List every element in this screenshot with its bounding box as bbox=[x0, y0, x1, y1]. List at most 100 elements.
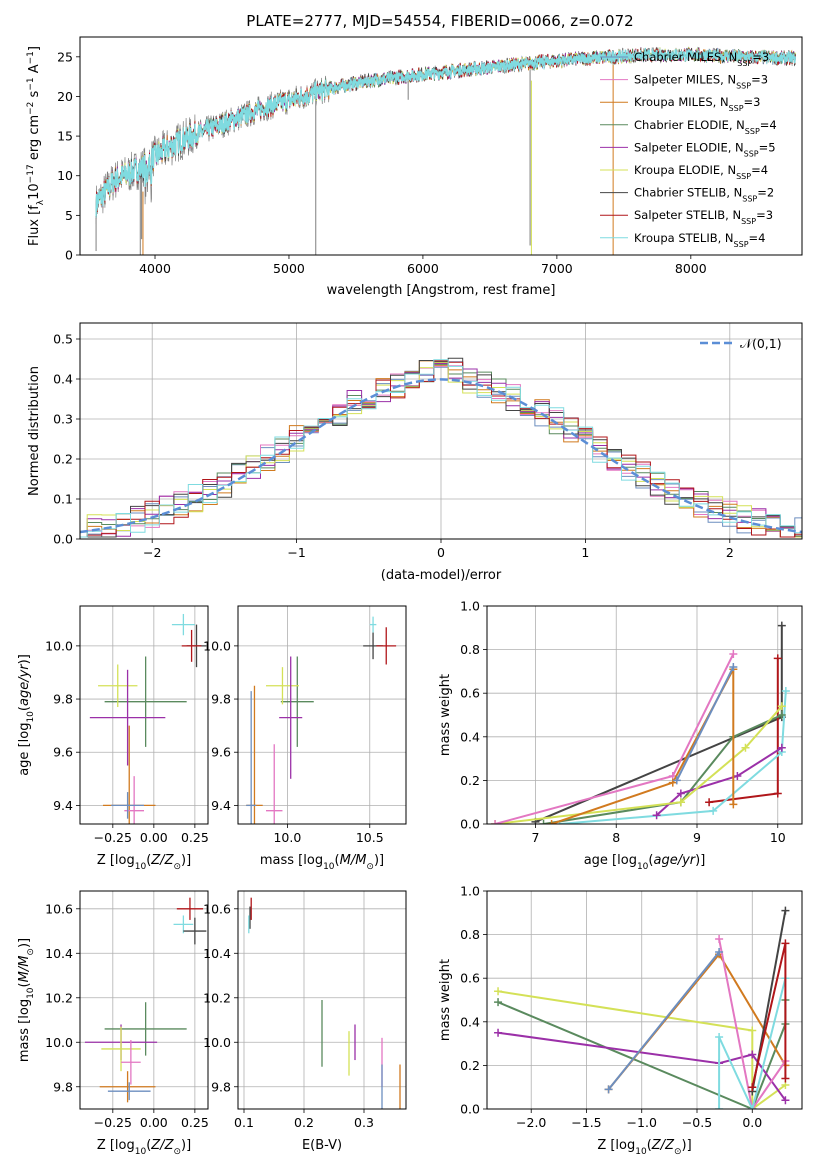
y-tick-label: 10.6 bbox=[45, 901, 73, 916]
weight-marker bbox=[668, 778, 677, 787]
normal-distribution-curve bbox=[80, 378, 802, 534]
error-bar-salpeter-stelib bbox=[376, 627, 397, 665]
weight-line-chabrier-stelib bbox=[531, 621, 786, 824]
weight-marker bbox=[773, 654, 782, 663]
massweight-vs-Z-panel: −2.0 −1.5 −1.0 −0.5 0.0 0.0 0.2 0.4 0.6 0.8 1.0 Z [… bbox=[438, 884, 803, 1157]
y-tick-label: 15 bbox=[57, 129, 73, 144]
x-tick-label: 1 bbox=[581, 545, 589, 560]
x-tick-label: 0.2 bbox=[294, 1115, 314, 1130]
weight-marker bbox=[672, 776, 681, 785]
error-bar-chabrier-elodie bbox=[104, 1002, 187, 1056]
weight-marker bbox=[777, 702, 786, 711]
weight-marker bbox=[781, 939, 790, 948]
error-bar-kroupa-stelib bbox=[171, 613, 195, 636]
x-tick-label: 0 bbox=[437, 545, 445, 560]
y-tick-label: 0.6 bbox=[460, 686, 480, 701]
error-bar-chabrier-stelib bbox=[183, 917, 207, 945]
legend-entry: Kroupa STELIB, NSSP=4 bbox=[634, 231, 765, 249]
histogram-salpeter-elodie bbox=[80, 363, 802, 538]
error-bar-kroupa-elodie bbox=[266, 667, 299, 705]
y-axis-label: mass [log10(M/M⊙)] bbox=[17, 938, 36, 1062]
axes-frame bbox=[486, 890, 803, 1110]
x-tick-label: −1 bbox=[287, 545, 305, 560]
y-tick-label: 0.2 bbox=[53, 452, 73, 467]
legend-entry: Salpeter STELIB, NSSP=3 bbox=[634, 208, 773, 226]
error-bar-kroupa-miles bbox=[99, 1071, 156, 1103]
y-tick-label: 9.6 bbox=[53, 745, 73, 760]
legend-entry: Chabrier MILES, NSSP=3 bbox=[634, 50, 769, 68]
error-bar-salpeter-elodie bbox=[89, 669, 166, 766]
weight-line-salpeter-elodie bbox=[494, 1028, 790, 1105]
weight-marker bbox=[777, 621, 786, 630]
residuals-panel: −2 −1 0 1 2 0.0 0.1 0.2 0.3 0.4 0.5 (data-model)/er… bbox=[27, 322, 803, 583]
spectrum-panel: 4000 5000 6000 7000 8000 0 5 10 15 20 25 wavelength… bbox=[26, 36, 803, 298]
weight-marker bbox=[748, 1050, 757, 1059]
legend-entry: 𝒩(0,1) bbox=[740, 336, 782, 351]
error-bar-salpeter-elodie bbox=[279, 656, 303, 779]
x-tick-label: 0.1 bbox=[234, 1115, 254, 1130]
x-tick-label: 0.3 bbox=[354, 1115, 374, 1130]
axes-frame bbox=[79, 890, 209, 1110]
weight-line-salpeter-miles bbox=[491, 649, 738, 824]
error-bar-salpeter-miles bbox=[121, 1040, 141, 1085]
weight-line-salpeter-stelib bbox=[705, 654, 782, 807]
y-tick-label: 10.2 bbox=[45, 990, 73, 1005]
weight-marker bbox=[729, 663, 738, 672]
weight-marker bbox=[709, 806, 718, 815]
x-tick-label: 8 bbox=[612, 830, 620, 845]
y-tick-label: 0.4 bbox=[460, 729, 480, 744]
x-tick-label: 6000 bbox=[407, 261, 439, 276]
x-tick-label: 9 bbox=[693, 830, 701, 845]
y-tick-label: 10.0 bbox=[203, 638, 231, 653]
x-tick-label: 0.25 bbox=[181, 1115, 209, 1130]
y-axis-label: mass weight bbox=[438, 674, 453, 756]
weight-marker bbox=[676, 789, 685, 798]
y-tick-label: 0.4 bbox=[53, 372, 73, 387]
y-tick-label: 0 bbox=[65, 248, 73, 263]
weight-marker bbox=[494, 987, 503, 996]
y-tick-label: 0.0 bbox=[460, 817, 480, 832]
legend-entry: Kroupa ELODIE, NSSP=4 bbox=[634, 163, 768, 181]
error-bar-kroupa-elodie bbox=[101, 1026, 141, 1072]
weight-marker bbox=[491, 820, 500, 824]
error-bar-kroupa-elodie bbox=[98, 664, 138, 708]
weight-marker bbox=[781, 1096, 790, 1105]
y-tick-label: 25 bbox=[57, 49, 73, 64]
weight-marker bbox=[781, 906, 790, 915]
y-tick-label: 0.2 bbox=[460, 1058, 480, 1073]
y-tick-label: 0.3 bbox=[53, 412, 73, 427]
y-tick-label: 0.2 bbox=[460, 773, 480, 788]
legend-entry: Chabrier ELODIE, NSSP=4 bbox=[634, 118, 777, 136]
y-tick-label: 0.5 bbox=[53, 332, 73, 347]
weight-marker bbox=[733, 772, 742, 781]
y-tick-label: 0.8 bbox=[460, 642, 480, 657]
age-vs-Z-plot-area bbox=[89, 613, 207, 824]
y-tick-label: 1.0 bbox=[460, 884, 480, 899]
x-tick-label: −2 bbox=[143, 545, 161, 560]
weight-marker bbox=[494, 1028, 503, 1037]
y-tick-label: 0.1 bbox=[53, 492, 73, 507]
histogram-kroupa-miles bbox=[80, 360, 802, 538]
x-axis-label: age [log10(age/yr)] bbox=[584, 853, 706, 872]
age-vs-mass-plot-area bbox=[246, 616, 397, 824]
weight-marker bbox=[715, 948, 724, 957]
x-tick-label: 8000 bbox=[675, 261, 707, 276]
axes-frame bbox=[79, 605, 209, 825]
weight-line-kroupa-elodie bbox=[494, 987, 790, 1109]
histogram-kroupa-stelib bbox=[80, 359, 802, 538]
y-tick-label: 0.8 bbox=[460, 927, 480, 942]
legend-entry: Salpeter MILES, NSSP=3 bbox=[634, 73, 768, 91]
x-tick-label: −0.5 bbox=[682, 1115, 712, 1130]
weight-line-kroupa-stelib bbox=[555, 687, 790, 824]
weight-line-salpeter-stelib bbox=[748, 939, 790, 1092]
mass-vs-Z-plot-area bbox=[84, 897, 207, 1103]
y-tick-label: 5 bbox=[65, 208, 73, 223]
y-tick-label: 9.4 bbox=[53, 798, 73, 813]
weight-line-chabrier-miles bbox=[672, 663, 738, 785]
weight-marker bbox=[748, 1083, 757, 1092]
weight-marker bbox=[705, 798, 714, 807]
y-tick-label: 10 bbox=[57, 168, 73, 183]
weight-marker bbox=[773, 789, 782, 798]
x-axis-label: Z [log10(Z/Z⊙)] bbox=[97, 1138, 191, 1157]
